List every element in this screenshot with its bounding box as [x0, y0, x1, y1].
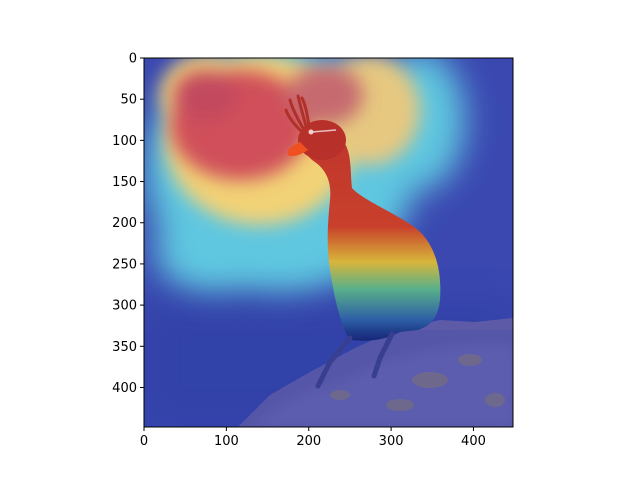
bird-legs	[315, 331, 395, 389]
y-tick-label: 250	[112, 257, 137, 272]
y-tick-label: 350	[112, 340, 137, 355]
bird-beak	[287, 142, 308, 157]
x-tick-label: 300	[379, 434, 404, 449]
x-tick-label: 400	[461, 434, 486, 449]
x-tick-label: 0	[140, 434, 148, 449]
y-tick-label: 400	[112, 381, 137, 396]
x-tick-label: 100	[214, 434, 239, 449]
y-tick-label: 150	[112, 175, 137, 190]
y-tick-label: 100	[112, 134, 137, 149]
plot-frame	[143, 57, 514, 428]
x-tick-label: 200	[296, 434, 321, 449]
heatmap-image	[144, 58, 513, 427]
y-tick-label: 200	[112, 216, 137, 231]
y-tick-label: 50	[120, 93, 137, 108]
y-tick-label: 0	[129, 52, 137, 67]
bird-body	[300, 133, 441, 341]
x-axis: 0 100 200 300 400	[140, 427, 486, 449]
y-tick-label: 300	[112, 299, 137, 314]
bird-crest	[284, 94, 311, 132]
y-axis: 0 50 100 150 200 250 300 350 400	[112, 52, 144, 396]
